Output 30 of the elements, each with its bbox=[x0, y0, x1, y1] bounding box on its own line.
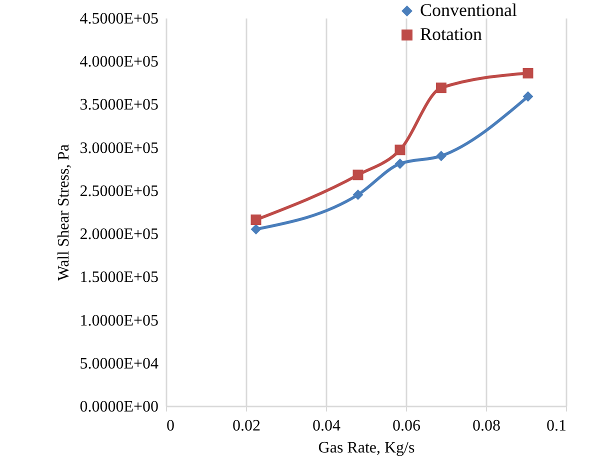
y-tick-label: 4.0000E+05 bbox=[80, 54, 158, 71]
y-tick-label: 2.5000E+05 bbox=[80, 182, 158, 200]
point bbox=[394, 144, 406, 156]
point bbox=[250, 224, 262, 234]
x-tick-label: 0 bbox=[166, 418, 174, 434]
y-tick-label: 3.5000E+05 bbox=[80, 96, 158, 114]
x-tick-label: 0.04 bbox=[312, 418, 340, 434]
y-tick-label: 1.5000E+05 bbox=[80, 269, 158, 286]
y-tick-label: 2.0000E+05 bbox=[80, 226, 158, 244]
y-tick-label: 4.5000E+05 bbox=[80, 10, 158, 28]
x-tick-label: 0.08 bbox=[472, 418, 500, 434]
x-tick-label: 0.1 bbox=[546, 418, 566, 434]
point bbox=[394, 158, 406, 169]
y-tick-label: 0.0000E+00 bbox=[80, 398, 158, 416]
x-tick-label: 0.06 bbox=[392, 418, 420, 434]
x-tick-label: 0.02 bbox=[232, 418, 260, 434]
y-tick-label: 3.0000E+05 bbox=[80, 140, 158, 157]
point bbox=[352, 170, 364, 180]
legend-label: Conventional bbox=[420, 0, 517, 20]
x-axis-title: Gas Rate, Kg/s bbox=[318, 440, 415, 456]
y-tick-label: 1.0000E+05 bbox=[80, 312, 158, 330]
point bbox=[522, 68, 534, 78]
point bbox=[522, 91, 534, 102]
point bbox=[352, 190, 364, 200]
point bbox=[436, 150, 446, 162]
legend-label: Rotation bbox=[420, 24, 482, 44]
point bbox=[436, 82, 446, 94]
point bbox=[250, 214, 262, 226]
y-axis-title: Wall Shear Stress, Pa bbox=[56, 144, 73, 281]
y-tick-label: 5.0000E+04 bbox=[80, 355, 158, 372]
